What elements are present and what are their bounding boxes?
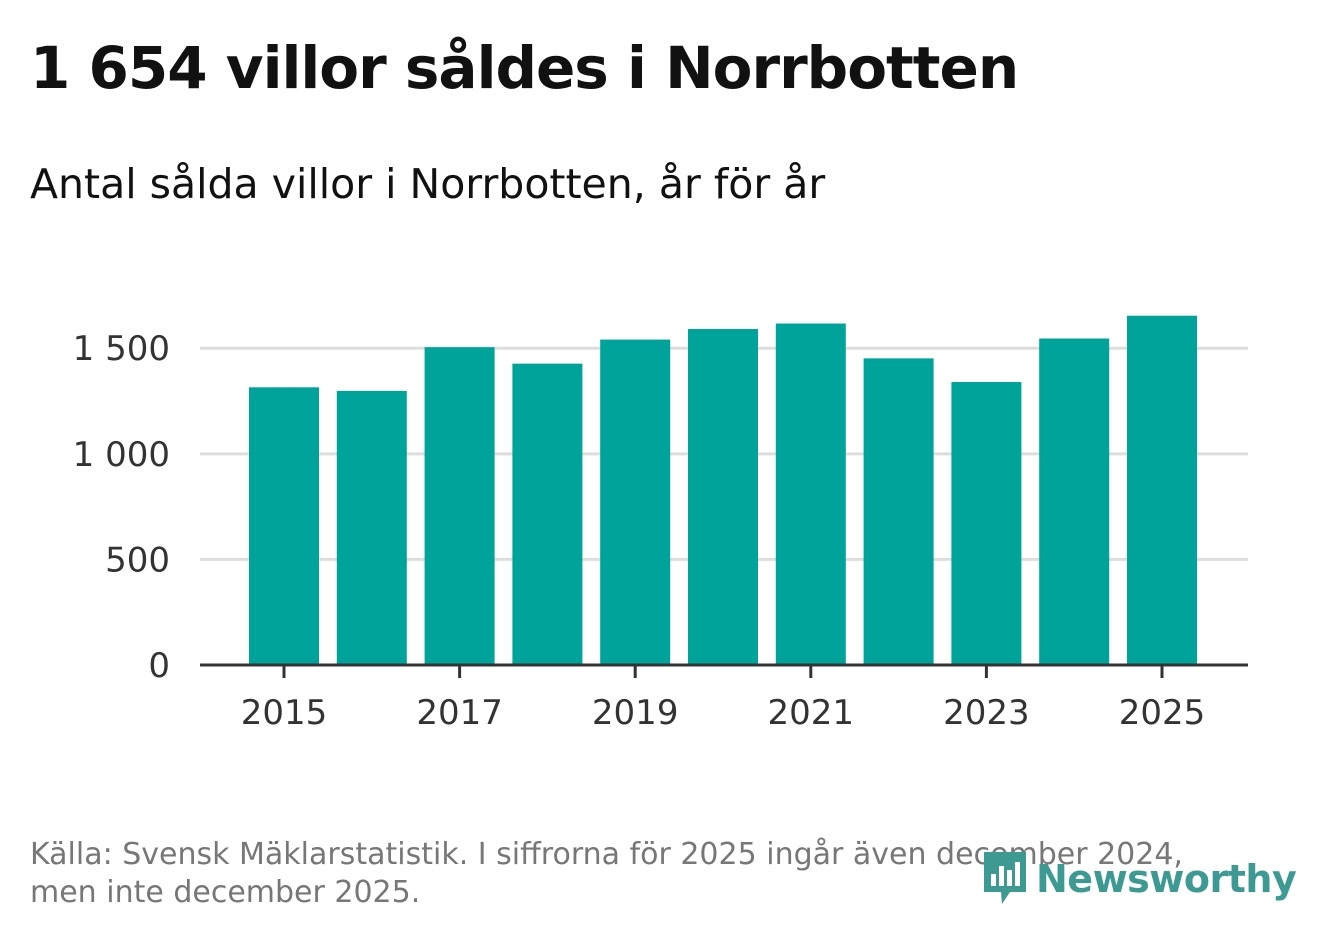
- x-tick-label: 2015: [241, 693, 328, 733]
- bar-2022: [863, 358, 934, 665]
- brand-name: Newsworthy: [1036, 857, 1297, 901]
- x-tick-label: 2025: [1119, 693, 1206, 733]
- y-tick-label: 0: [148, 646, 170, 686]
- bar-2023: [951, 382, 1022, 665]
- y-tick-label: 500: [105, 540, 170, 580]
- x-tick-label: 2019: [592, 693, 679, 733]
- bar-2019: [600, 339, 671, 665]
- bar-2017: [424, 347, 495, 665]
- x-tick-label: 2017: [416, 693, 503, 733]
- chart-title: 1 654 villor såldes i Norrbotten: [30, 34, 1019, 102]
- tick-labels: 0 500 1 000 1 500 2015 2017 2019 2021 2023 2025: [73, 329, 1206, 733]
- y-tick-label: 1 500: [73, 329, 170, 369]
- x-tick-label: 2023: [943, 693, 1030, 733]
- bar-2016: [336, 390, 407, 665]
- bar-2024: [1039, 338, 1110, 665]
- axes: [200, 663, 1248, 678]
- bar-2018: [512, 363, 583, 665]
- chart-subtitle: Antal sålda villor i Norrbotten, år för …: [30, 160, 826, 208]
- newsworthy-logo-icon: [984, 852, 1026, 904]
- bars: [249, 315, 1197, 665]
- y-tick-label: 1 000: [73, 435, 170, 475]
- bar-2025: [1127, 315, 1197, 665]
- x-tick-label: 2021: [768, 693, 855, 733]
- bar-chart: 0 500 1 000 1 500 2015 2017 2019 2021 2023 2025: [73, 315, 1248, 733]
- bar-2021: [775, 323, 846, 665]
- bar-2020: [688, 329, 758, 665]
- bar-2015: [249, 387, 319, 665]
- brand-logo[interactable]: Newsworthy: [980, 848, 1297, 910]
